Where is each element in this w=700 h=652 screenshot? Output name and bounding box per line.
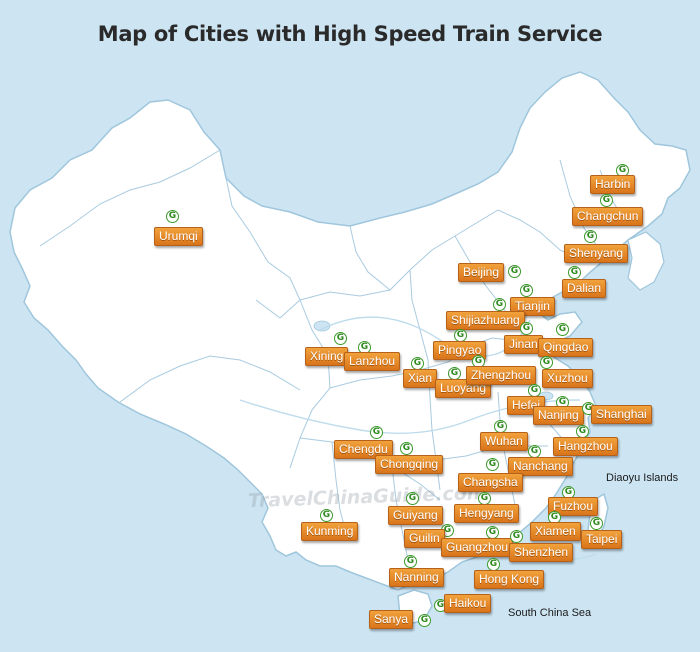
city-label: Wuhan — [480, 432, 528, 451]
train-station-icon: G — [520, 322, 533, 335]
train-station-icon: G — [404, 555, 417, 568]
city-label: Guilin — [404, 529, 445, 548]
train-station-icon: G — [320, 509, 333, 522]
city-label: Sanya — [369, 610, 414, 629]
city-label: Hengyang — [454, 504, 519, 523]
city-label: Shenzhen — [509, 543, 574, 562]
city-label: Hong Kong — [474, 570, 545, 589]
city-label: Chongqing — [375, 455, 444, 474]
city-label: Shenyang — [564, 244, 629, 263]
city-label: Harbin — [590, 175, 636, 194]
city-label: Qingdao — [538, 338, 594, 357]
city-label: Guiyang — [388, 506, 443, 525]
city-label: Nanning — [389, 568, 444, 587]
train-station-icon: G — [556, 323, 569, 336]
city-label: Guangzhou — [441, 538, 514, 557]
train-station-icon: G — [584, 230, 597, 243]
city-label: Xian — [403, 369, 438, 388]
train-station-icon: G — [370, 426, 383, 439]
train-station-icon: G — [600, 194, 613, 207]
city-label: Zhengzhou — [466, 366, 537, 385]
city-label: Fuzhou — [548, 497, 599, 516]
train-station-icon: G — [568, 266, 581, 279]
city-label: Shijiazhuang — [446, 311, 525, 330]
city-label: Xining — [305, 347, 349, 366]
train-station-icon: G — [493, 298, 506, 311]
train-station-icon: G — [510, 530, 523, 543]
korean-peninsula — [627, 231, 665, 291]
city-label: Xiamen — [530, 522, 581, 541]
city-label: Dalian — [562, 279, 607, 298]
city-label: Chengdu — [334, 440, 393, 459]
train-station-icon: G — [508, 265, 521, 278]
city-label: Urumqi — [154, 227, 203, 246]
city-label: Kunming — [301, 522, 359, 541]
train-station-icon: G — [400, 442, 413, 455]
city-label: Taipei — [581, 530, 623, 549]
city-label: Jinan — [504, 335, 543, 354]
region-label-diaoyu-islands: Diaoyu Islands — [606, 472, 679, 484]
train-station-icon: G — [406, 492, 419, 505]
city-label: Nanjing — [533, 406, 584, 425]
city-label: Changchun — [572, 207, 644, 226]
city-label: Shanghai — [591, 405, 652, 424]
city-label: Xuzhou — [542, 369, 593, 388]
train-station-icon: G — [486, 458, 499, 471]
train-station-icon: G — [540, 356, 553, 369]
city-label: Pingyao — [433, 341, 487, 360]
train-station-icon: G — [590, 517, 603, 530]
city-label: Changsha — [458, 473, 523, 492]
city-label: Hangzhou — [553, 437, 618, 456]
train-station-icon: G — [520, 284, 533, 297]
map-title: Map of Cities with High Speed Train Serv… — [97, 22, 603, 46]
train-station-icon: G — [494, 420, 507, 433]
train-station-icon: G — [166, 210, 179, 223]
city-label: Beijing — [458, 263, 505, 282]
train-station-icon: G — [418, 614, 431, 627]
city-label: Nanchang — [508, 457, 573, 476]
city-label: Haikou — [444, 594, 492, 613]
region-label-south-china-sea: South China Sea — [508, 607, 592, 619]
train-station-icon: G — [334, 332, 347, 345]
city-label: Lanzhou — [344, 352, 401, 371]
